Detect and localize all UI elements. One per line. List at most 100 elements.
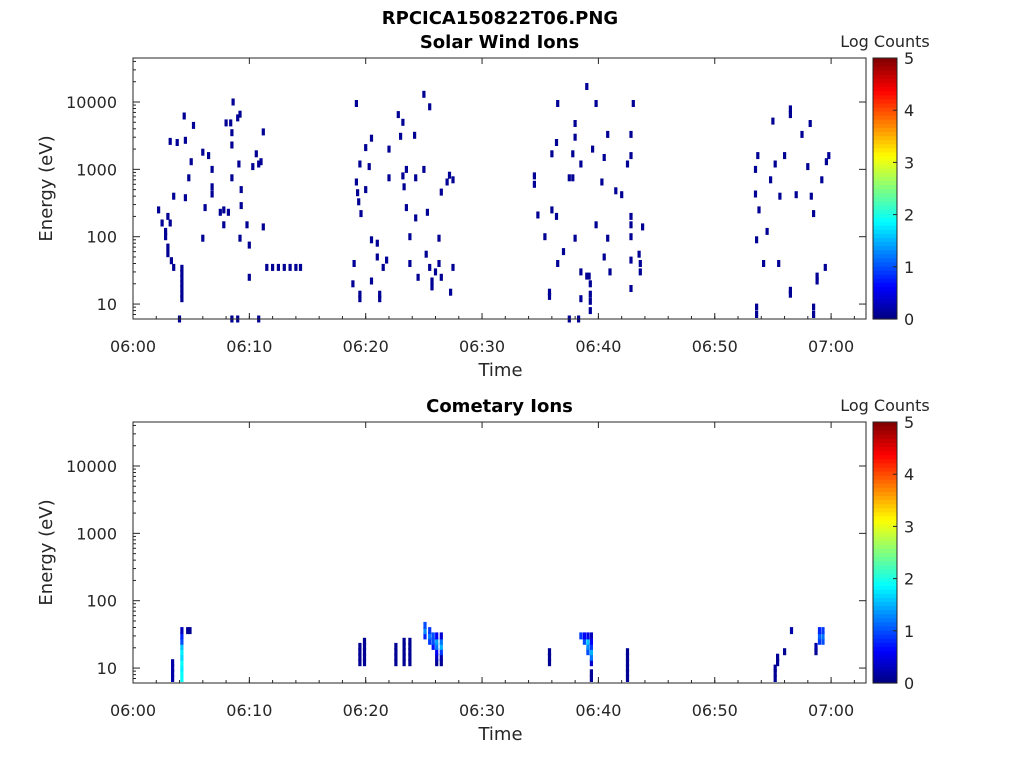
colorbar-step — [873, 123, 897, 128]
spectrogram-cell — [435, 637, 439, 645]
x-axis-label: Time — [477, 360, 522, 381]
colorbar-step — [873, 221, 897, 226]
spectrogram-cell — [762, 260, 766, 267]
colorbar-step — [873, 650, 897, 656]
spectrogram-cell — [769, 176, 773, 184]
spectrogram-cell — [821, 627, 825, 635]
axes-frame — [132, 57, 867, 320]
colorbar-step — [873, 422, 897, 427]
spectrogram-cell — [547, 653, 552, 661]
spectrogram-cell — [449, 288, 453, 296]
spectrogram-cell — [358, 290, 362, 298]
spectrogram-cell — [433, 268, 438, 276]
spectrogram-cell — [773, 664, 777, 672]
spectrogram-cell — [402, 183, 406, 191]
colorbar-step — [873, 139, 897, 145]
spectrogram-cell — [210, 165, 214, 173]
spectrogram-cell — [817, 632, 822, 640]
colorbar-step — [873, 302, 897, 308]
colorbar-step — [873, 483, 897, 488]
colorbar-tick-label: 2 — [904, 570, 914, 589]
colorbar-step — [873, 503, 897, 509]
spectrogram-cell — [817, 627, 822, 635]
plot-area — [133, 58, 866, 319]
spectrogram-cell — [247, 241, 251, 249]
colorbar-step — [873, 278, 897, 283]
colorbar-step — [873, 523, 897, 529]
spectrogram-cell — [587, 272, 591, 280]
spectrogram-cell — [180, 290, 184, 298]
spectrogram-cell — [606, 130, 610, 138]
colorbar-step — [873, 94, 897, 100]
colorbar-tick-label: 5 — [904, 413, 914, 432]
spectrogram-cell — [180, 632, 184, 640]
x-tick-label: 07:00 — [808, 701, 854, 720]
x-tick-label: 06:50 — [692, 701, 738, 720]
spectrogram-cell — [777, 260, 781, 267]
colorbar-step — [873, 568, 897, 574]
panel-title: Cometary Ions — [426, 396, 573, 417]
spectrogram-cell — [823, 263, 827, 271]
spectrogram-cell — [180, 664, 184, 672]
colorbar-step — [873, 261, 897, 267]
colorbar-step — [873, 560, 897, 566]
spectrogram-cell — [402, 637, 406, 645]
y-tick-label: 10000 — [66, 93, 117, 112]
x-tick-label: 07:00 — [808, 337, 854, 356]
spectrogram-cell — [201, 234, 205, 242]
spectrogram-cell — [394, 642, 398, 650]
spectrogram-cell — [387, 174, 391, 182]
colorbar-step — [873, 196, 897, 202]
colorbar-step — [873, 176, 897, 181]
spectrogram-cell — [589, 632, 593, 640]
spectrogram-cell — [788, 105, 792, 113]
colorbar-step — [873, 290, 897, 296]
spectrogram-cell — [362, 642, 367, 650]
spectrogram-cell — [172, 192, 176, 200]
spectrogram-cell — [358, 295, 362, 303]
spectrogram-cell — [641, 223, 645, 231]
spectrogram-cell — [765, 227, 769, 235]
spectrogram-cell — [180, 269, 184, 277]
colorbar-step — [873, 593, 897, 598]
spectrogram-cell — [271, 263, 275, 271]
spectrogram-cell — [183, 136, 187, 144]
x-tick-label: 06:00 — [110, 337, 156, 356]
spectrogram-cell — [245, 221, 249, 229]
spectrogram-cell — [431, 642, 435, 650]
spectrogram-cell — [625, 653, 630, 661]
spectrogram-cell — [588, 280, 592, 288]
colorbar-step — [873, 241, 897, 247]
colorbar-step — [873, 556, 897, 562]
spectrogram-cell — [358, 642, 362, 650]
spectrogram-cell — [362, 659, 367, 667]
colorbar-tick-label: 2 — [904, 206, 914, 225]
spectrogram-cell — [180, 659, 184, 667]
colorbar-step — [873, 265, 897, 271]
spectrogram-cell — [638, 268, 642, 276]
spectrogram-cell — [547, 292, 552, 300]
colorbar-step — [873, 62, 897, 67]
spectrogram-cell — [614, 187, 618, 195]
colorbar-step — [873, 601, 897, 607]
spectrogram-cell — [586, 642, 590, 650]
spectrogram-cell — [166, 243, 170, 251]
colorbar-step — [873, 572, 897, 578]
colorbar-step — [873, 434, 897, 439]
colorbar-step — [873, 310, 897, 316]
spectrogram-cell — [602, 253, 606, 261]
colorbar-step — [873, 617, 897, 623]
x-tick-label: 06:10 — [226, 337, 272, 356]
spectrogram-cell — [351, 280, 355, 288]
spectrogram-cell — [589, 659, 593, 667]
spectrogram-cell — [180, 669, 184, 677]
colorbar-step — [873, 515, 897, 521]
spectrogram-cell — [585, 272, 589, 280]
spectrogram-cell — [394, 659, 398, 667]
spectrogram-cell — [554, 212, 559, 220]
spectrogram-cell — [237, 160, 241, 168]
spectrogram-cell — [567, 174, 571, 182]
spectrogram-cell — [414, 214, 418, 222]
spectrogram-cell — [820, 176, 824, 184]
